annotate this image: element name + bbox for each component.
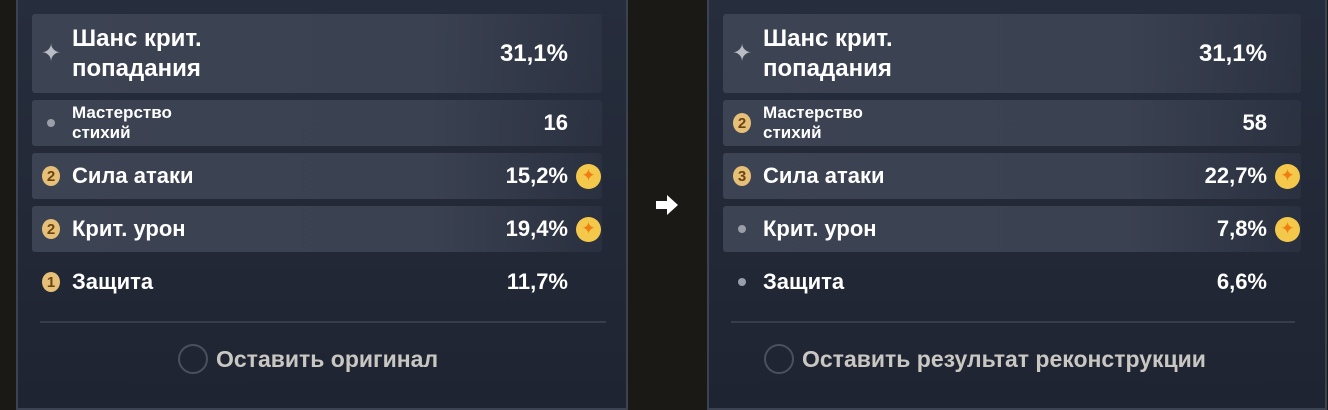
stat-value: 58 — [1242, 110, 1267, 135]
stat-row-crit-dmg: 2 Крит. урон 19,4% ✦ — [32, 206, 602, 252]
stat-value: 6,6% — [1216, 269, 1267, 294]
dot-icon — [733, 220, 751, 238]
arrow-right-icon — [656, 195, 678, 215]
stat-label: Сила атаки — [72, 163, 194, 188]
stat-row-crit-rate: ✦ Шанс крит. попадания 31,1% — [723, 14, 1301, 93]
star-icon: ✦ — [576, 163, 601, 189]
stat-row-atk: 2 Сила атаки 15,2% ✦ — [32, 153, 602, 199]
dot-icon — [42, 114, 60, 132]
roll-count-badge-icon: 3 — [733, 166, 751, 186]
stat-row-elemental-mastery: 2 Мастерство стихий 58 — [723, 100, 1301, 146]
keep-reconstruction-option[interactable]: Оставить результат реконструкции — [764, 344, 1206, 374]
stat-value: 31,1% — [1198, 39, 1267, 67]
stat-value: 11,7% — [506, 269, 568, 294]
radio-button[interactable] — [764, 344, 794, 374]
dot-icon — [733, 273, 751, 291]
keep-original-option[interactable]: Оставить оригинал — [178, 344, 438, 374]
stat-label: Сила атаки — [763, 163, 885, 188]
option-label: Оставить результат реконструкции — [802, 345, 1206, 372]
original-stats-panel: ✦ Шанс крит. попадания 31,1% Мастерство … — [16, 0, 628, 410]
stat-row-crit-rate: ✦ Шанс крит. попадания 31,1% — [32, 14, 602, 93]
roll-count-badge-icon: 2 — [42, 166, 60, 186]
stat-label: Мастерство стихий — [72, 103, 172, 142]
star-icon: ✦ — [576, 216, 601, 242]
stat-label: Защита — [763, 269, 845, 294]
roll-count-badge-icon: 2 — [733, 113, 751, 133]
stat-row-def: Защита 6,6% — [723, 259, 1301, 305]
stat-label: Крит. урон — [72, 216, 186, 241]
reconstruction-stats-panel: ✦ Шанс крит. попадания 31,1% 2 Мастерств… — [707, 0, 1327, 410]
stat-row-crit-dmg: Крит. урон 7,8% ✦ — [723, 206, 1301, 252]
stat-label: Шанс крит. попадания — [763, 24, 893, 82]
stat-value: 22,7% — [1204, 163, 1267, 188]
stat-value: 31,1% — [499, 39, 568, 67]
stat-label: Шанс крит. попадания — [72, 24, 202, 82]
stat-row-def: 1 Защита 11,7% — [32, 259, 602, 305]
sparkle-icon: ✦ — [731, 40, 753, 67]
option-label: Оставить оригинал — [216, 345, 439, 372]
star-icon: ✦ — [1275, 216, 1300, 242]
star-icon: ✦ — [1275, 163, 1300, 189]
sparkle-icon: ✦ — [40, 40, 62, 67]
divider — [40, 321, 606, 323]
stat-label: Крит. урон — [763, 216, 877, 241]
divider — [731, 321, 1295, 323]
stat-label: Мастерство стихий — [763, 103, 863, 142]
stat-value: 7,8% — [1216, 216, 1267, 241]
stat-value: 16 — [543, 110, 568, 135]
stat-value: 15,2% — [505, 163, 568, 188]
roll-count-badge-icon: 1 — [42, 272, 60, 292]
stat-row-atk: 3 Сила атаки 22,7% ✦ — [723, 153, 1301, 199]
radio-button[interactable] — [178, 344, 208, 374]
stat-value: 19,4% — [505, 216, 568, 241]
stat-label: Защита — [72, 269, 154, 294]
roll-count-badge-icon: 2 — [42, 219, 60, 239]
stat-row-elemental-mastery: Мастерство стихий 16 — [32, 100, 602, 146]
